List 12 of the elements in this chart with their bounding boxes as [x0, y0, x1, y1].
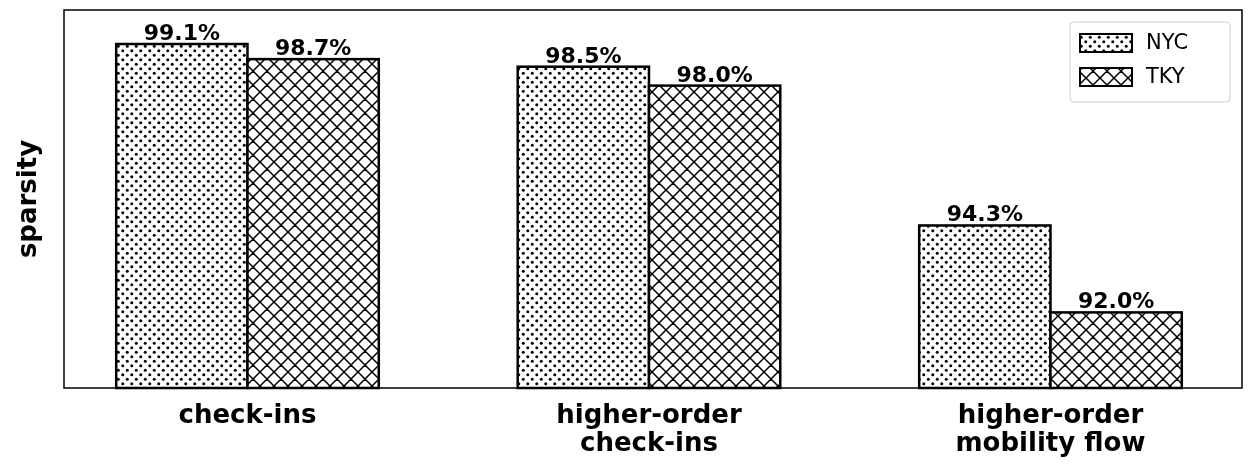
data-label: 98.7%	[274, 35, 352, 61]
data-label: 94.3%	[946, 201, 1023, 227]
legend-label: NYC	[1146, 30, 1189, 54]
x-tick-label: higher-order mobility flow	[955, 399, 1146, 457]
legend-label: TKY	[1145, 64, 1185, 88]
x-tick-label: check-ins	[178, 399, 317, 429]
data-label: 98.5%	[545, 42, 622, 68]
data-label: 99.1%	[143, 20, 220, 46]
data-label: 98.0%	[676, 61, 753, 87]
x-tick-label: higher-order check-ins	[556, 399, 742, 457]
data-label: 92.0%	[1077, 288, 1155, 314]
y-axis-title: sparsity	[12, 139, 42, 259]
